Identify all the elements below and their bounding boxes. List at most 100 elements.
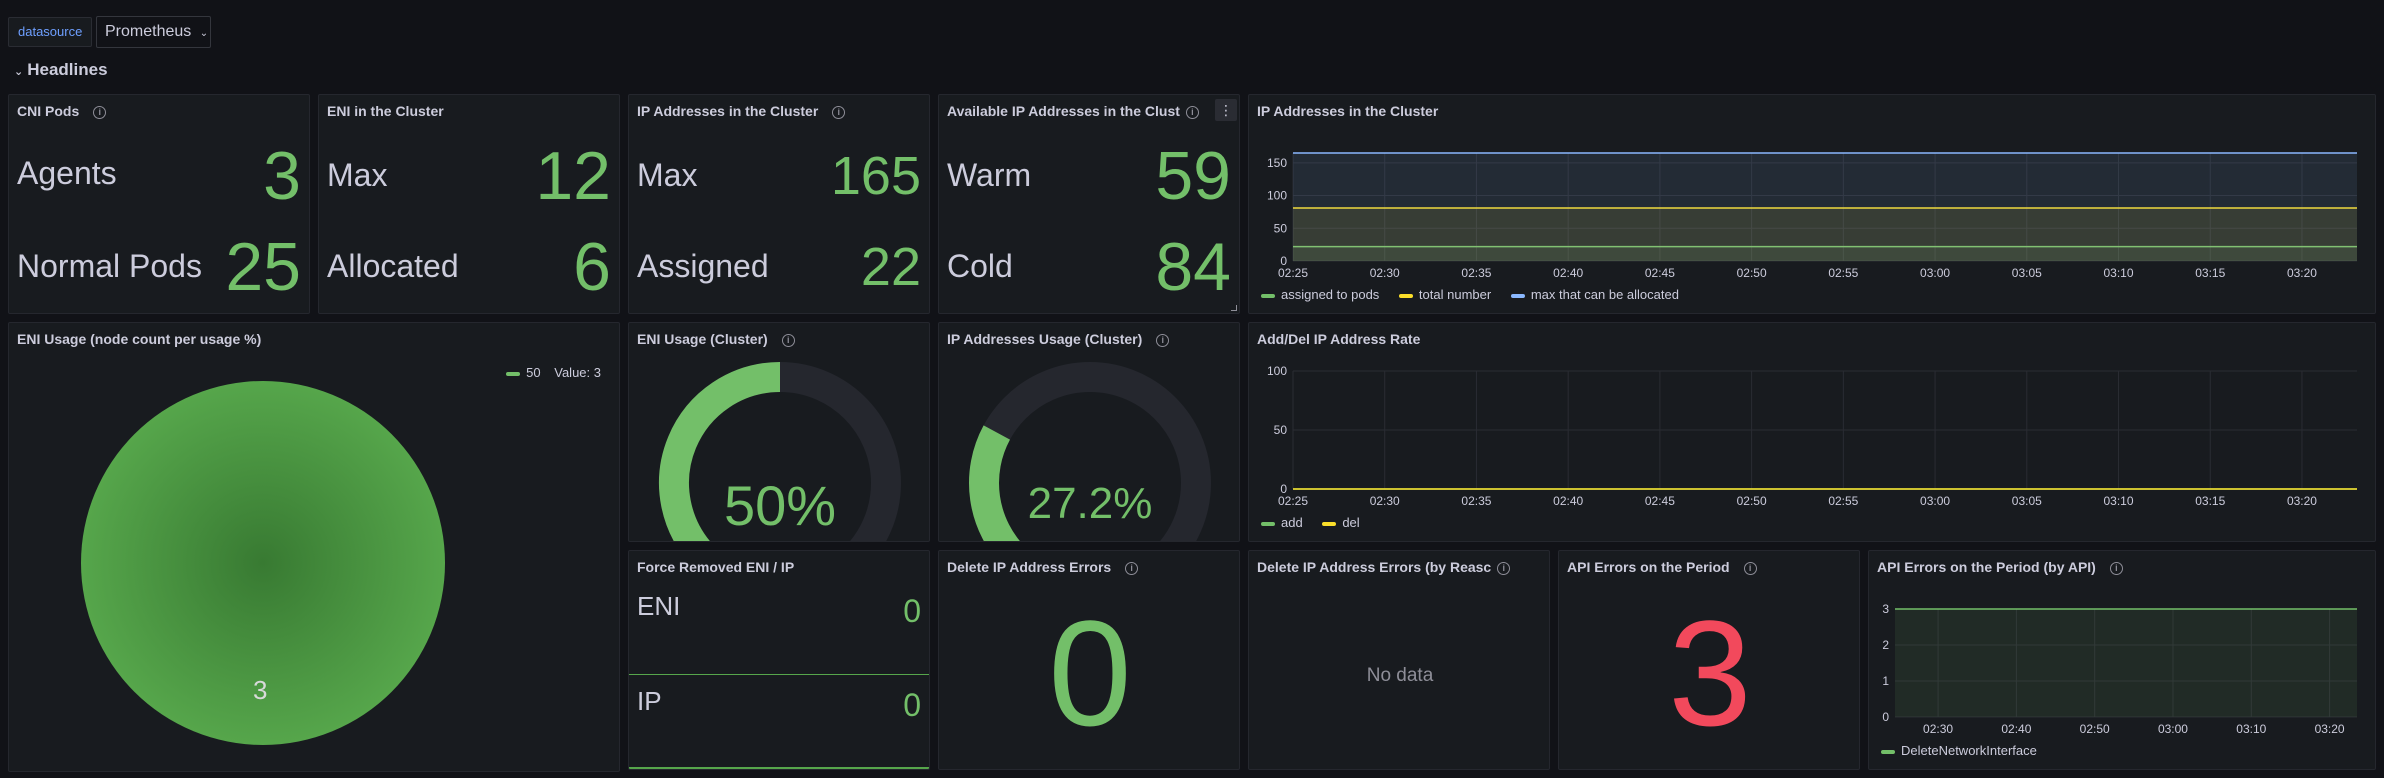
x-tick-label: 02:35 xyxy=(1461,266,1491,280)
panel-title: ENI Usage (node count per usage %) xyxy=(17,331,262,347)
info-icon[interactable]: i xyxy=(1497,562,1511,575)
stat-value: 25 xyxy=(225,229,301,305)
panel-eni-cluster[interactable]: ENI in the Cluster Max 12 Allocated 6 xyxy=(318,94,620,314)
panel-api-errors[interactable]: API Errors on the Period i 3 xyxy=(1558,550,1860,770)
gauge-value: 27.2% xyxy=(1027,479,1153,528)
x-tick-label: 02:50 xyxy=(1737,494,1767,508)
panel-eni-usage-cluster[interactable]: ENI Usage (Cluster) i 50% xyxy=(628,322,930,542)
pie-legend[interactable]: 50 Value: 3 xyxy=(506,365,601,380)
x-tick-label: 03:05 xyxy=(2012,266,2042,280)
gauge-fill xyxy=(659,362,781,541)
api-errors-chart[interactable]: 0 1 2 3 02:30 02:40 02:50 03:00 03:10 03:20 xyxy=(1869,551,2376,770)
panel-title: Available IP Addresses in the Clust i xyxy=(947,103,1199,119)
info-icon[interactable]: i xyxy=(832,106,846,119)
y-tick-label: 50 xyxy=(1274,221,1288,235)
gauge-value: 50% xyxy=(723,474,837,537)
legend-swatch xyxy=(506,371,521,376)
x-tick-label: 02:50 xyxy=(2080,722,2110,736)
ip-cluster-chart[interactable]: 0 50 100 150 02:25 02:30 02:35 02:40 02:45 02:50 0… xyxy=(1249,95,2376,314)
x-tick-label: 02:30 xyxy=(1370,266,1400,280)
gauge-fill xyxy=(969,425,1020,541)
panel-title-text: CNI Pods xyxy=(17,103,80,119)
info-icon[interactable]: i xyxy=(2109,562,2123,575)
y-tick-label: 0 xyxy=(1882,710,1889,724)
x-tick-label: 03:00 xyxy=(2158,722,2188,736)
stat-row-divider xyxy=(629,767,929,769)
datasource-variable-label: datasource xyxy=(8,17,93,47)
panel-title: Force Removed ENI / IP xyxy=(637,559,795,575)
panel-menu-icon[interactable]: ⋮ xyxy=(1215,99,1237,121)
info-icon[interactable]: i xyxy=(1125,562,1139,575)
resize-handle-icon[interactable] xyxy=(1231,305,1237,311)
panel-ip-cluster-chart[interactable]: IP Addresses in the Cluster 0 50 100 150 02:… xyxy=(1248,94,2376,314)
legend-swatch xyxy=(1261,521,1275,526)
panel-ip-usage-cluster[interactable]: IP Addresses Usage (Cluster) i 27.2% xyxy=(938,322,1240,542)
x-tick-label: 03:00 xyxy=(1920,494,1950,508)
legend-label: assigned to pods xyxy=(1281,287,1380,302)
panel-cni-pods[interactable]: CNI Pods i Agents 3 Normal Pods 25 xyxy=(8,94,310,314)
legend-swatch xyxy=(1510,293,1525,298)
x-tick-label: 02:30 xyxy=(1923,722,1953,736)
x-tick-label: 03:15 xyxy=(2195,266,2225,280)
stat-label: Allocated xyxy=(327,248,459,284)
datasource-select[interactable]: Prometheus ⌄ xyxy=(96,16,211,48)
legend-item[interactable]: add xyxy=(1261,515,1303,530)
x-tick-label: 02:30 xyxy=(1370,494,1400,508)
panel-eni-usage-nodes[interactable]: ENI Usage (node count per usage %) 50 Va… xyxy=(8,322,620,772)
info-icon[interactable]: i xyxy=(1743,562,1757,575)
legend-item[interactable]: del xyxy=(1322,515,1360,530)
x-tick-label: 03:00 xyxy=(1920,266,1950,280)
panel-delete-ip-errors[interactable]: Delete IP Address Errors i 0 xyxy=(938,550,1240,770)
stat-value: 165 xyxy=(830,146,921,206)
legend-swatch xyxy=(1398,293,1413,298)
info-icon[interactable]: i xyxy=(781,334,795,347)
stat-value: 0 xyxy=(903,593,921,629)
info-icon[interactable]: i xyxy=(1156,334,1170,347)
panel-title: IP Addresses in the Cluster xyxy=(1257,103,1439,119)
stat-row-divider xyxy=(629,674,929,675)
eni-usage-gauge xyxy=(659,362,901,541)
panel-title: Add/Del IP Address Rate xyxy=(1257,331,1421,347)
y-tick-label: 0 xyxy=(1280,482,1287,496)
panel-ip-cluster-stat[interactable]: IP Addresses in the Cluster i Max 165 Ass… xyxy=(628,94,930,314)
stat-value: 59 xyxy=(1155,138,1231,214)
panel-title-text: Delete IP Address Errors (by Reasc xyxy=(1257,559,1492,575)
x-tick-label: 02:50 xyxy=(1737,266,1767,280)
stat-label: Max xyxy=(637,157,698,193)
panel-title: Delete IP Address Errors (by Reasc i xyxy=(1257,559,1511,575)
row-headlines[interactable]: ⌄ Headlines xyxy=(14,60,108,80)
panel-title: ENI in the Cluster xyxy=(327,103,444,119)
stat-value: 12 xyxy=(535,138,611,214)
x-tick-label: 02:25 xyxy=(1278,266,1308,280)
pie-slice[interactable] xyxy=(81,381,445,745)
stat-label: Cold xyxy=(947,248,1013,284)
legend-item[interactable]: max that can be allocated xyxy=(1510,287,1679,302)
series-area xyxy=(1293,153,2357,261)
series-area xyxy=(1293,207,2357,261)
legend-item[interactable]: total number xyxy=(1398,287,1491,302)
panel-delete-ip-errors-reason[interactable]: Delete IP Address Errors (by Reasc i No d… xyxy=(1248,550,1550,770)
legend-swatch xyxy=(1881,749,1895,754)
legend-label: 50 xyxy=(526,365,541,380)
panel-force-removed[interactable]: Force Removed ENI / IP ENI 0 IP 0 xyxy=(628,550,930,770)
stat-value: 3 xyxy=(263,138,301,214)
add-del-rate-chart[interactable]: 0 50 100 02:25 02:30 02:35 02:40 02:45 02:50 02:5… xyxy=(1249,323,2376,542)
stat-value: 6 xyxy=(573,229,611,305)
panel-available-ip[interactable]: Available IP Addresses in the Clust i ⋮ W… xyxy=(938,94,1240,314)
info-icon[interactable]: i xyxy=(93,106,107,119)
no-data-message: No data xyxy=(1366,665,1434,686)
panel-title: Delete IP Address Errors i xyxy=(947,559,1139,575)
legend-item[interactable]: assigned to pods xyxy=(1261,287,1379,302)
y-tick-label: 100 xyxy=(1267,189,1287,203)
chart-legend: add del xyxy=(1261,515,1376,530)
chart-legend: assigned to pods total number max that c… xyxy=(1261,287,1695,302)
stat-value: 0 xyxy=(1048,589,1132,757)
legend-item[interactable]: DeleteNetworkInterface xyxy=(1881,743,2037,758)
panel-title: ENI Usage (Cluster) i xyxy=(637,331,795,347)
legend-swatch xyxy=(1261,293,1275,298)
x-tick-label: 03:20 xyxy=(2315,722,2345,736)
panel-add-del-rate[interactable]: Add/Del IP Address Rate 0 50 100 02:25 02:30… xyxy=(1248,322,2376,542)
info-icon[interactable]: i xyxy=(1185,106,1199,119)
panel-title: IP Addresses in the Cluster i xyxy=(637,103,846,119)
